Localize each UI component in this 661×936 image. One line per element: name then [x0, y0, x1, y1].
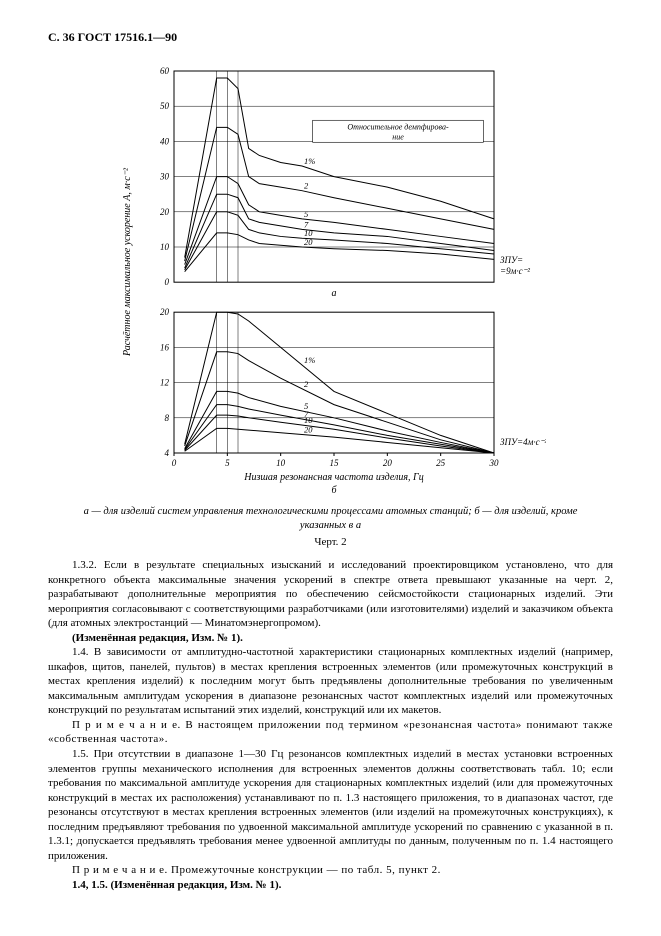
svg-text:5: 5: [304, 209, 308, 219]
body-text: 1.3.2. Если в результате специальных изы…: [48, 558, 613, 892]
para-1-3-2-amend: (Изменённая редакция, Изм. № 1).: [48, 631, 613, 646]
svg-text:15: 15: [329, 458, 339, 468]
svg-text:4: 4: [164, 448, 169, 458]
svg-text:20: 20: [160, 207, 170, 217]
svg-text:10: 10: [304, 415, 313, 425]
svg-text:ние: ние: [392, 132, 404, 141]
document-page: С. 36 ГОСТ 17516.1—90 Расчётное максимал…: [0, 0, 661, 936]
note-1-5: П р и м е ч а н и е. Промежуточные конст…: [48, 863, 613, 878]
svg-text:Расчётное максимальное ускорен: Расчётное максимальное ускорение А, м·с⁻…: [122, 167, 133, 357]
figure-area: Расчётное максимальное ускорение А, м·с⁻…: [48, 63, 613, 493]
figure-charts: Расчётное максимальное ускорение А, м·с⁻…: [116, 63, 546, 493]
svg-text:8: 8: [164, 413, 169, 423]
figure-caption: а — для изделий систем управления технол…: [78, 505, 583, 532]
svg-text:10: 10: [276, 458, 286, 468]
svg-text:40: 40: [160, 136, 170, 146]
svg-text:Относительное демпфирова-: Относительное демпфирова-: [347, 122, 449, 131]
figure-label: Черт. 2: [48, 536, 613, 548]
svg-text:30: 30: [159, 172, 170, 182]
svg-text:60: 60: [160, 66, 170, 76]
svg-text:20: 20: [304, 237, 313, 247]
svg-text:2: 2: [304, 181, 309, 191]
para-1-4: 1.4. В зависимости от амплитудно-частотн…: [48, 645, 613, 718]
para-amend-1-4-1-5: 1.4, 1.5. (Изменённая редакция, Изм. № 1…: [48, 878, 613, 893]
para-1-5: 1.5. При отсутствии в диапазоне 1—30 Гц …: [48, 747, 613, 863]
svg-text:2: 2: [304, 379, 309, 389]
note-1-4: П р и м е ч а н и е. В настоящем приложе…: [48, 718, 613, 747]
svg-text:50: 50: [160, 101, 170, 111]
svg-text:а: а: [331, 288, 336, 299]
svg-text:1%: 1%: [304, 156, 315, 166]
svg-text:б: б: [331, 485, 337, 493]
svg-text:25: 25: [436, 458, 446, 468]
svg-text:20: 20: [304, 425, 313, 435]
svg-text:5: 5: [225, 458, 230, 468]
svg-text:10: 10: [160, 242, 170, 252]
svg-text:12: 12: [160, 378, 170, 388]
svg-text:1%: 1%: [304, 355, 315, 365]
svg-text:16: 16: [160, 342, 170, 352]
svg-text:0: 0: [171, 458, 176, 468]
para-1-3-2: 1.3.2. Если в результате специальных изы…: [48, 558, 613, 631]
svg-text:0: 0: [164, 277, 169, 287]
svg-text:=9м·с⁻²: =9м·с⁻²: [500, 266, 530, 276]
svg-text:Низшая резонансная частота изд: Низшая резонансная частота изделия, Гц: [243, 472, 423, 483]
svg-text:ЗПУ=4м·с⁻²: ЗПУ=4м·с⁻²: [500, 437, 546, 447]
svg-text:20: 20: [160, 307, 170, 317]
svg-text:20: 20: [382, 458, 392, 468]
page-header: С. 36 ГОСТ 17516.1—90: [48, 30, 613, 45]
svg-text:30: 30: [488, 458, 499, 468]
svg-text:ЗПУ=: ЗПУ=: [500, 255, 523, 265]
